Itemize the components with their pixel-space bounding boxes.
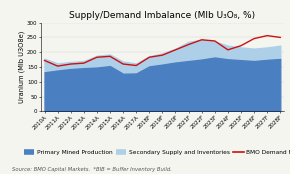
- Legend: Primary Mined Production, Secondary Supply and Inventories, BMO Demand Forecast : Primary Mined Production, Secondary Supp…: [21, 148, 290, 158]
- Text: Source: BMO Capital Markets.  *BIB = Buffer Inventory Build.: Source: BMO Capital Markets. *BIB = Buff…: [12, 167, 171, 172]
- Y-axis label: Uranium (Mlb U3O8e): Uranium (Mlb U3O8e): [18, 31, 25, 103]
- Title: Supply/Demand Imbalance (Mlb U₃O₈, %): Supply/Demand Imbalance (Mlb U₃O₈, %): [69, 11, 255, 21]
